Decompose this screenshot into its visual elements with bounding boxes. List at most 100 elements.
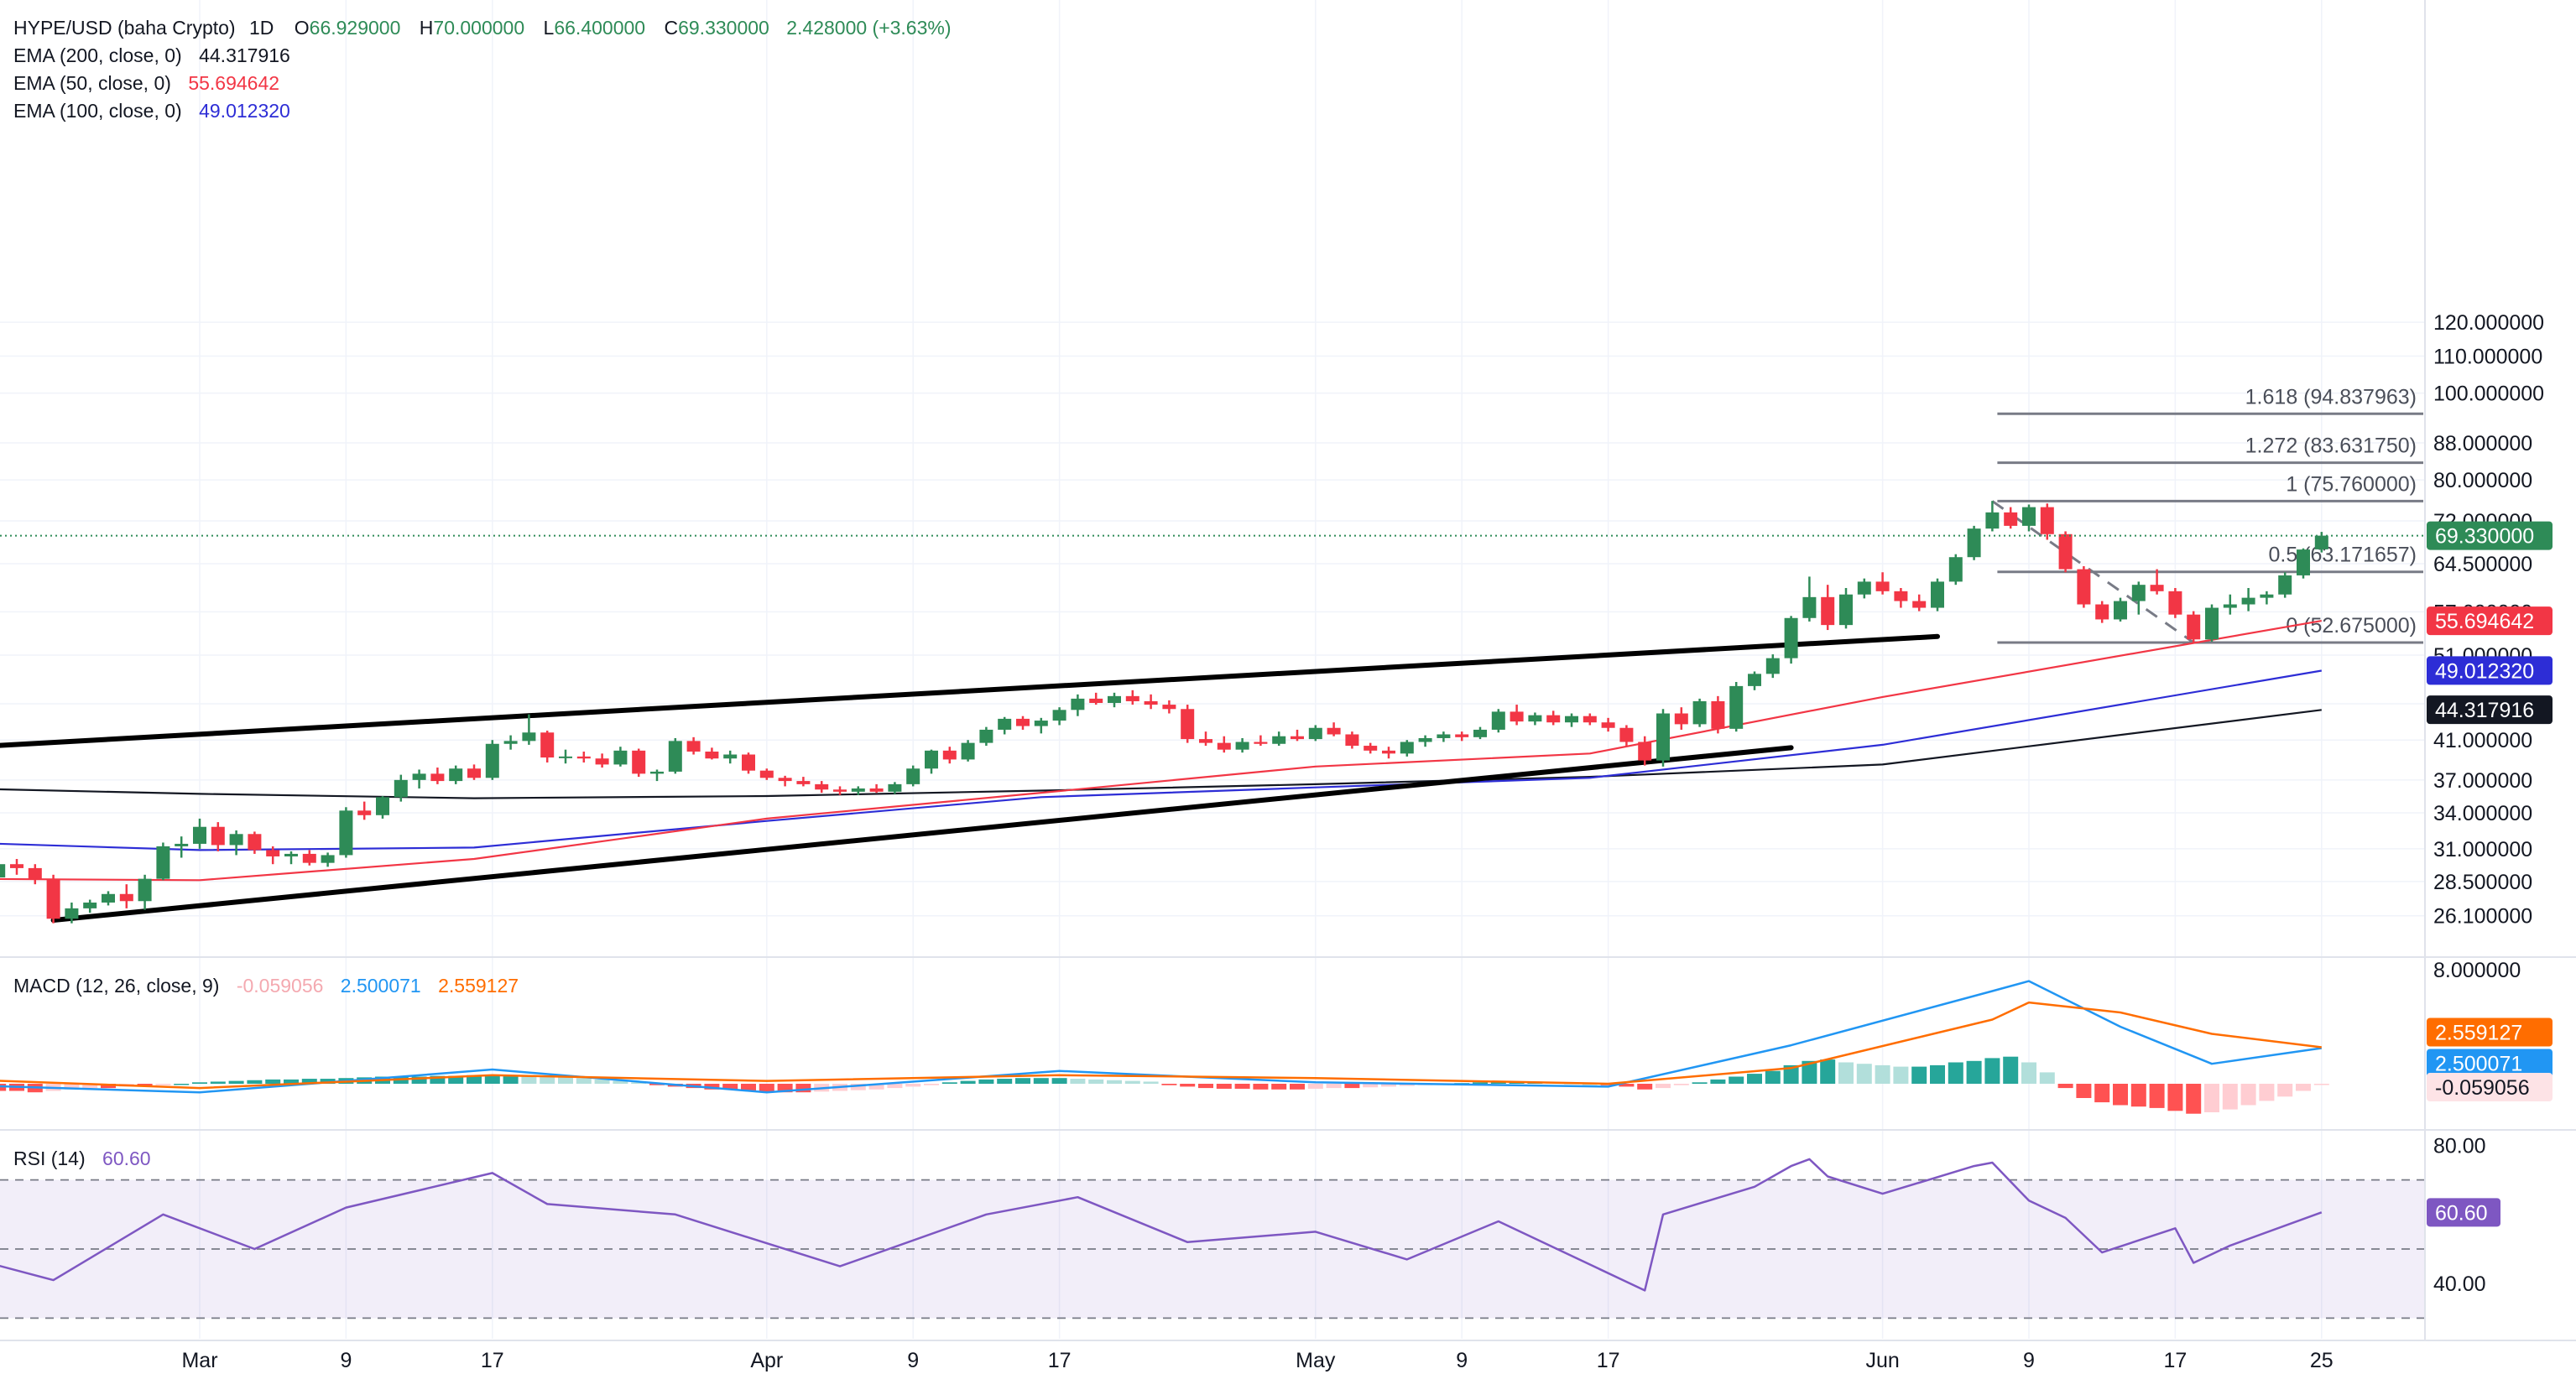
candle-body — [156, 846, 170, 879]
price-axis[interactable]: 120.000000 110.000000 100.000000 88.000000 8… — [2433, 311, 2544, 1296]
candle-body — [1802, 596, 1817, 618]
price-tick-label: 31.000000 — [2433, 838, 2532, 861]
price-tick-label: 26.100000 — [2433, 905, 2532, 929]
macd-line — [0, 980, 2322, 1094]
macd-tag-value: 2.559127 — [2435, 1021, 2522, 1044]
macd-histogram-bar — [2204, 1084, 2219, 1112]
candle-body — [1656, 713, 1670, 761]
candle-body — [686, 741, 701, 752]
candle-body — [1254, 742, 1268, 744]
macd-histogram-bar — [868, 1084, 884, 1090]
symbol-name: HYPE/USD (baha Crypto) — [13, 17, 236, 39]
candle-body — [1016, 718, 1030, 726]
macd-histogram-bar — [2130, 1084, 2146, 1107]
candle-body — [2131, 585, 2146, 601]
macd-histogram-bar — [905, 1084, 921, 1087]
macd-histogram-bar — [1051, 1078, 1067, 1084]
macd-histogram-bar — [1619, 1084, 1635, 1087]
candle-body — [1144, 700, 1158, 705]
pane-separators — [0, 0, 2576, 1341]
macd-histogram-bar — [1161, 1084, 1177, 1085]
rsi-line — [0, 1158, 2323, 1292]
candle-body — [1162, 705, 1176, 710]
candle-body — [1089, 698, 1103, 704]
candle-body — [284, 853, 298, 856]
candle-body — [559, 756, 572, 758]
fib-retracement[interactable]: 1.618 (94.837963) 1.272 (83.631750) 1 (75.… — [1991, 385, 2423, 644]
candle-body — [1181, 709, 1195, 740]
candle-body — [1491, 711, 1505, 730]
candle-body — [961, 742, 975, 760]
low-value: 66.400000 — [554, 17, 645, 39]
candle-body — [796, 781, 811, 784]
candle-body — [1528, 715, 1542, 722]
macd-signal-line — [0, 1001, 2322, 1090]
candle-body — [869, 788, 884, 792]
change-value: 2.428000 (+3.63%) — [786, 17, 951, 39]
macd-histogram-bar — [1399, 1084, 1415, 1086]
rsi-tag-value: 60.60 — [2435, 1201, 2488, 1225]
macd-tag — [2427, 1049, 2553, 1078]
price-tick-label: 37.000000 — [2433, 769, 2532, 793]
macd-histogram-bar — [997, 1079, 1013, 1084]
candle-body — [1034, 721, 1048, 726]
candle-body — [2058, 533, 2073, 570]
candle-body — [485, 743, 499, 778]
open-label: O — [295, 17, 310, 39]
interval-label: 1D — [249, 17, 274, 39]
candle-body — [2297, 549, 2310, 575]
rsi-pane — [0, 1158, 2323, 1292]
candle-body — [1674, 713, 1688, 725]
time-tick-label: Apr — [750, 1349, 783, 1372]
candle-body — [851, 788, 865, 792]
macd-histogram-bar — [2057, 1084, 2073, 1089]
candle-body — [1400, 742, 1414, 754]
open-value: 66.929000 — [310, 17, 401, 39]
candle-body — [1052, 710, 1066, 721]
macd-histogram-bar — [2186, 1084, 2202, 1114]
trendlines[interactable] — [0, 633, 1940, 924]
candle-body — [833, 789, 847, 792]
macd-histogram-bar — [2021, 1062, 2036, 1084]
macd-histogram-bar — [320, 1079, 336, 1084]
macd-histogram-bar — [2113, 1084, 2128, 1106]
macd-histogram-bar — [741, 1084, 756, 1091]
time-tick-label: 9 — [907, 1349, 919, 1372]
candle-body — [1455, 734, 1469, 737]
candle-body — [1510, 711, 1524, 722]
macd-histogram-bar — [594, 1079, 610, 1084]
price-tag — [2427, 521, 2553, 550]
price-tick-label: 88.000000 — [2433, 432, 2532, 455]
macd-histogram-bar — [1216, 1084, 1232, 1089]
macd-hist-tag-value: -0.059056 — [2435, 1076, 2530, 1100]
time-tick-label: May — [1296, 1349, 1336, 1372]
macd-histogram-bar — [2039, 1072, 2055, 1084]
macd-histogram-bar — [1070, 1079, 1086, 1084]
macd-histogram-bar — [887, 1084, 903, 1089]
macd-hist-tag — [2427, 1073, 2553, 1101]
price-tag-value: 49.012320 — [2435, 659, 2534, 683]
candle-body — [0, 864, 6, 878]
macd-histogram-bar — [1820, 1059, 1836, 1084]
ema200-legend: EMA (200, close, 0) 44.317916 — [13, 44, 290, 66]
macd-histogram-bar — [759, 1084, 774, 1092]
ema100-line — [0, 669, 2322, 851]
ema100-label: EMA (100, close, 0) — [13, 100, 182, 122]
macd-histogram-bar — [521, 1075, 537, 1084]
macd-histogram-bar — [82, 1084, 98, 1089]
macd-histogram-bar — [1765, 1070, 1781, 1084]
candle-body — [2150, 585, 2164, 591]
time-tick-label: 17 — [1597, 1349, 1620, 1372]
macd-histogram-bar — [1307, 1084, 1323, 1089]
macd-histogram-bar — [484, 1075, 500, 1084]
candle-body — [1894, 591, 1908, 601]
candle-body — [705, 751, 719, 759]
candle-body — [1748, 674, 1761, 686]
candle-body — [1235, 742, 1249, 750]
time-axis[interactable]: Mar 9 17 Apr 9 17 May 9 17 Jun 9 17 25 — [181, 1349, 2333, 1372]
candle-body — [2278, 575, 2292, 595]
candle-body — [248, 834, 262, 851]
macd-label: MACD (12, 26, close, 9) — [13, 975, 219, 997]
candle-body — [1985, 512, 2000, 529]
